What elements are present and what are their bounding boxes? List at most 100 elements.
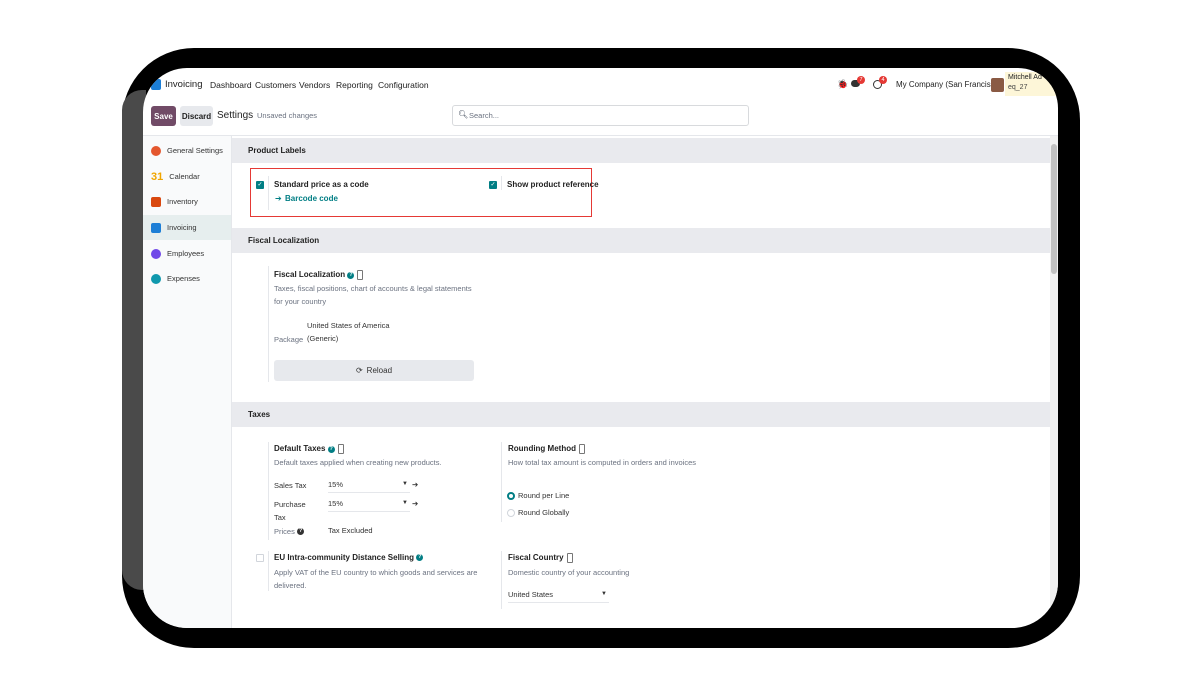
help-icon[interactable]: ? xyxy=(347,271,355,279)
menu-customers[interactable]: Customers xyxy=(255,80,297,90)
search-placeholder: Search... xyxy=(469,111,500,120)
sidebar-item-label: Calendar xyxy=(169,172,200,181)
show-reference-label: Show product reference xyxy=(507,180,599,189)
prices-value: Tax Excluded xyxy=(328,526,373,535)
round-globally-label[interactable]: Round Globally xyxy=(518,508,570,517)
divider xyxy=(501,442,502,522)
divider xyxy=(268,551,269,591)
default-taxes-title: Default Taxes ? xyxy=(274,444,344,454)
sales-tax-select[interactable]: 15% ▼ xyxy=(328,480,410,493)
device-icon xyxy=(566,553,573,563)
reload-button[interactable]: ⟳ Reload xyxy=(274,360,474,381)
search-input[interactable]: 🔍︎ Search... xyxy=(452,105,749,126)
show-reference-checkbox[interactable]: ✓ xyxy=(489,181,497,189)
refresh-icon: ⟳ xyxy=(355,366,363,375)
rounding-method-title: Rounding Method xyxy=(508,444,585,454)
company-switcher[interactable]: My Company (San Francisco) xyxy=(896,80,1002,89)
device-frame-edge xyxy=(122,90,146,590)
caret-down-icon: ▼ xyxy=(402,481,408,487)
divider xyxy=(268,442,269,540)
app-name[interactable]: Invoicing xyxy=(165,79,203,90)
round-per-line-label[interactable]: Round per Line xyxy=(518,491,570,500)
sidebar-item-invoicing[interactable]: Invoicing xyxy=(143,215,231,240)
sidebar-item-calendar[interactable]: 31 Calendar xyxy=(143,164,231,189)
sales-tax-open-icon[interactable]: ➔ xyxy=(412,480,419,489)
title-text: EU Intra-community Distance Selling xyxy=(274,553,415,562)
menu-configuration[interactable]: Configuration xyxy=(378,80,429,90)
expenses-icon xyxy=(151,273,161,284)
default-taxes-description: Default taxes applied when creating new … xyxy=(274,458,442,467)
divider xyxy=(501,176,502,190)
general-settings-icon xyxy=(151,145,161,156)
sidebar-item-label: Inventory xyxy=(167,197,198,206)
chat-icon[interactable] xyxy=(851,80,860,87)
title-text: Default Taxes xyxy=(274,444,326,454)
menu-reporting[interactable]: Reporting xyxy=(336,80,373,90)
help-icon[interactable]: ? xyxy=(297,528,304,535)
purchase-tax-open-icon[interactable]: ➔ xyxy=(412,499,419,508)
avatar[interactable] xyxy=(991,78,1004,92)
divider xyxy=(268,266,269,382)
fiscal-country-title: Fiscal Country xyxy=(508,553,573,563)
eu-distance-selling-title: EU Intra-community Distance Selling ? xyxy=(274,553,424,562)
sidebar-item-label: Expenses xyxy=(167,274,200,283)
purchase-tax-label-1: Purchase xyxy=(274,500,306,509)
user-menu[interactable]: Mitchell Ad eq_27 xyxy=(1005,72,1058,96)
rounding-method-description: How total tax amount is computed in orde… xyxy=(508,458,697,467)
search-icon: 🔍︎ xyxy=(458,110,469,119)
fiscal-country-select[interactable]: United States ▼ xyxy=(508,590,609,603)
bug-icon[interactable]: 🐞 xyxy=(837,79,849,89)
scrollbar-thumb[interactable] xyxy=(1051,144,1057,274)
highlight-box xyxy=(250,168,592,217)
device-icon xyxy=(578,444,585,454)
sidebar-item-label: Employees xyxy=(167,249,205,258)
database-name: eq_27 xyxy=(1008,84,1028,91)
round-globally-radio[interactable] xyxy=(507,509,515,517)
scrollbar[interactable] xyxy=(1050,136,1058,628)
barcode-code-link[interactable]: Barcode code xyxy=(285,194,338,203)
package-label: Package xyxy=(274,335,304,344)
round-per-line-radio[interactable] xyxy=(507,492,515,500)
prices-label: Prices xyxy=(274,527,295,536)
eu-distance-selling-checkbox[interactable] xyxy=(256,554,264,562)
sidebar-item-employees[interactable]: Employees xyxy=(143,241,231,266)
standard-price-checkbox[interactable]: ✓ xyxy=(256,181,264,189)
arrow-right-icon: ➔ xyxy=(275,194,282,203)
inventory-icon xyxy=(151,196,161,207)
title-text: Fiscal Localization xyxy=(274,270,346,280)
purchase-tax-label-2: Tax xyxy=(274,513,286,522)
save-button[interactable]: Save xyxy=(151,106,176,126)
discard-button[interactable]: Discard xyxy=(180,106,213,126)
eu-description-1: Apply VAT of the EU country to which goo… xyxy=(274,568,478,577)
device-icon xyxy=(337,444,344,454)
device-icon xyxy=(357,270,364,280)
sidebar-item-expenses[interactable]: Expenses xyxy=(143,266,231,291)
help-icon[interactable]: ? xyxy=(327,445,335,453)
select-value: 15% xyxy=(328,499,344,508)
activities-badge: 4 xyxy=(879,76,887,84)
section-header-product-labels: Product Labels xyxy=(232,138,1050,163)
caret-down-icon: ▼ xyxy=(402,500,408,506)
package-value-line2: (Generic) xyxy=(307,334,339,343)
section-header-taxes: Taxes xyxy=(232,402,1050,427)
sidebar-item-label: General Settings xyxy=(167,146,223,155)
help-icon[interactable]: ? xyxy=(416,554,424,562)
reload-label: Reload xyxy=(366,366,393,375)
calendar-icon: 31 xyxy=(151,170,164,183)
sales-tax-label: Sales Tax xyxy=(274,481,307,490)
page-title: Settings xyxy=(217,110,254,121)
user-name: Mitchell Ad xyxy=(1008,74,1042,81)
fiscal-localization-title: Fiscal Localization ? xyxy=(274,270,364,280)
divider xyxy=(501,551,502,609)
sidebar-item-general-settings[interactable]: General Settings xyxy=(143,138,231,163)
sidebar-item-inventory[interactable]: Inventory xyxy=(143,189,231,214)
select-value: United States xyxy=(508,590,554,599)
clock-icon[interactable] xyxy=(873,80,882,89)
menu-vendors[interactable]: Vendors xyxy=(299,80,331,90)
menu-dashboard[interactable]: Dashboard xyxy=(210,80,252,90)
purchase-tax-select[interactable]: 15% ▼ xyxy=(328,499,410,512)
title-text: Rounding Method xyxy=(508,444,576,454)
standard-price-label: Standard price as a code xyxy=(274,180,369,189)
sidebar-item-label: Invoicing xyxy=(167,223,197,232)
app-logo-icon[interactable] xyxy=(151,79,161,90)
